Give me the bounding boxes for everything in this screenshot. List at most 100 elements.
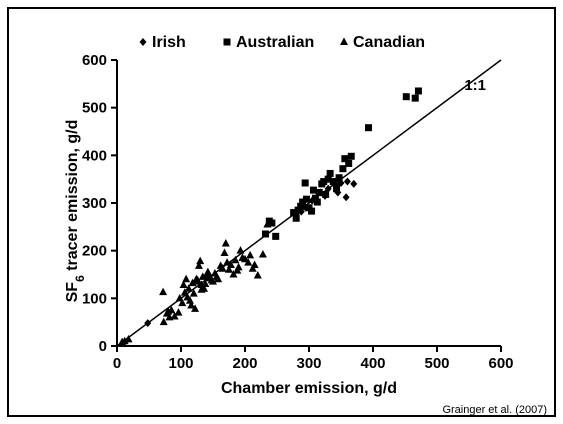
data-point-australian [308, 207, 316, 215]
x-tick-label: 600 [488, 355, 513, 372]
data-point-canadian [236, 246, 245, 254]
data-point-canadian [263, 219, 272, 228]
legend-marker-canadian [340, 37, 348, 45]
data-point-irish [144, 319, 152, 328]
data-point-australian [347, 152, 355, 160]
data-point-canadian [253, 270, 262, 279]
citation-text: Grainger et al. (2007) [442, 404, 547, 416]
x-tick-label: 0 [113, 355, 121, 372]
data-point-canadian [170, 311, 179, 320]
data-point-canadian [179, 280, 188, 288]
x-tick-label: 200 [232, 355, 257, 372]
data-point-canadian [196, 256, 205, 265]
data-point-australian [411, 94, 419, 102]
data-point-canadian [159, 287, 168, 296]
data-point-australian [313, 198, 321, 206]
data-point-canadian [214, 274, 223, 283]
data-point-canadian [258, 249, 267, 258]
data-point-irish [350, 179, 358, 188]
data-point-canadian [174, 308, 183, 316]
data-point-australian [268, 219, 276, 227]
legend-marker-australian [223, 38, 231, 46]
data-point-canadian [209, 277, 217, 285]
x-tick-label: 500 [424, 355, 449, 372]
data-point-canadian [194, 261, 203, 269]
data-point-canadian [187, 300, 196, 309]
data-point-australian [272, 232, 280, 240]
reference-line-label: 1:1 [464, 77, 486, 94]
data-point-australian [294, 206, 302, 214]
data-point-canadian [178, 298, 187, 307]
data-point-australian [333, 185, 341, 193]
legend-label-canadian: Canadian [353, 34, 425, 51]
data-point-australian [320, 178, 328, 186]
data-point-canadian [167, 305, 176, 314]
data-point-canadian [221, 239, 230, 247]
y-tick-label: 200 [82, 243, 107, 260]
data-point-canadian [182, 274, 191, 283]
data-point-australian [302, 195, 310, 203]
data-point-canadian [159, 317, 168, 326]
y-axis-title: SF6 tracer emission, g/d [64, 120, 87, 303]
data-point-australian [309, 186, 317, 194]
data-point-canadian [223, 258, 232, 266]
data-point-australian [326, 169, 334, 177]
data-point-australian [299, 198, 307, 206]
legend-marker-irish [139, 38, 147, 46]
data-point-canadian [225, 265, 233, 273]
data-point-canadian [124, 334, 133, 343]
reference-line-1-1 [116, 59, 502, 347]
x-tick-label: 100 [168, 355, 193, 372]
data-point-canadian [189, 289, 198, 297]
data-point-canadian [248, 264, 257, 272]
series-canadian [118, 219, 272, 346]
data-point-australian [297, 202, 305, 210]
data-point-australian [315, 189, 323, 197]
data-point-australian [414, 87, 422, 95]
data-point-australian [322, 190, 330, 198]
data-point-canadian [191, 304, 200, 312]
data-point-australian [402, 93, 410, 101]
data-point-canadian [226, 260, 235, 268]
data-point-canadian [193, 277, 201, 285]
y-tick-label: 400 [82, 147, 107, 164]
data-point-canadian [184, 284, 193, 292]
data-point-canadian [180, 288, 189, 296]
data-point-australian [311, 194, 319, 202]
data-point-canadian [244, 258, 253, 266]
data-point-irish [324, 184, 332, 193]
data-point-canadian [246, 250, 255, 259]
x-axis-title: Chamber emission, g/d [221, 380, 397, 397]
data-point-canadian [229, 270, 238, 278]
y-tick-label: 600 [82, 52, 107, 69]
legend-label-irish: Irish [152, 34, 186, 51]
data-point-canadian [201, 279, 210, 288]
data-point-canadian [220, 248, 229, 257]
x-tick-label: 400 [360, 355, 385, 372]
data-point-australian [301, 179, 309, 187]
y-tick-label: 100 [82, 290, 107, 307]
legend-label-australian: Australian [236, 34, 314, 51]
data-point-australian [341, 155, 349, 163]
data-point-australian [290, 209, 298, 217]
data-point-canadian [175, 293, 184, 302]
data-point-australian [261, 230, 269, 238]
data-point-canadian [234, 262, 243, 271]
data-point-canadian [185, 296, 194, 304]
y-tick-label: 0 [99, 338, 107, 355]
data-point-australian [324, 175, 332, 183]
data-point-irish [343, 177, 351, 186]
data-point-canadian [231, 255, 240, 264]
data-point-canadian [218, 264, 227, 272]
y-tick-label: 300 [82, 195, 107, 212]
data-point-australian [339, 165, 347, 173]
slide-frame [7, 7, 556, 417]
data-point-australian [365, 124, 373, 132]
data-point-canadian [250, 260, 259, 268]
data-point-canadian [197, 285, 206, 293]
data-point-australian [345, 159, 353, 167]
data-point-australian [329, 178, 337, 186]
data-point-australian [335, 174, 343, 182]
series-australian [261, 87, 422, 240]
